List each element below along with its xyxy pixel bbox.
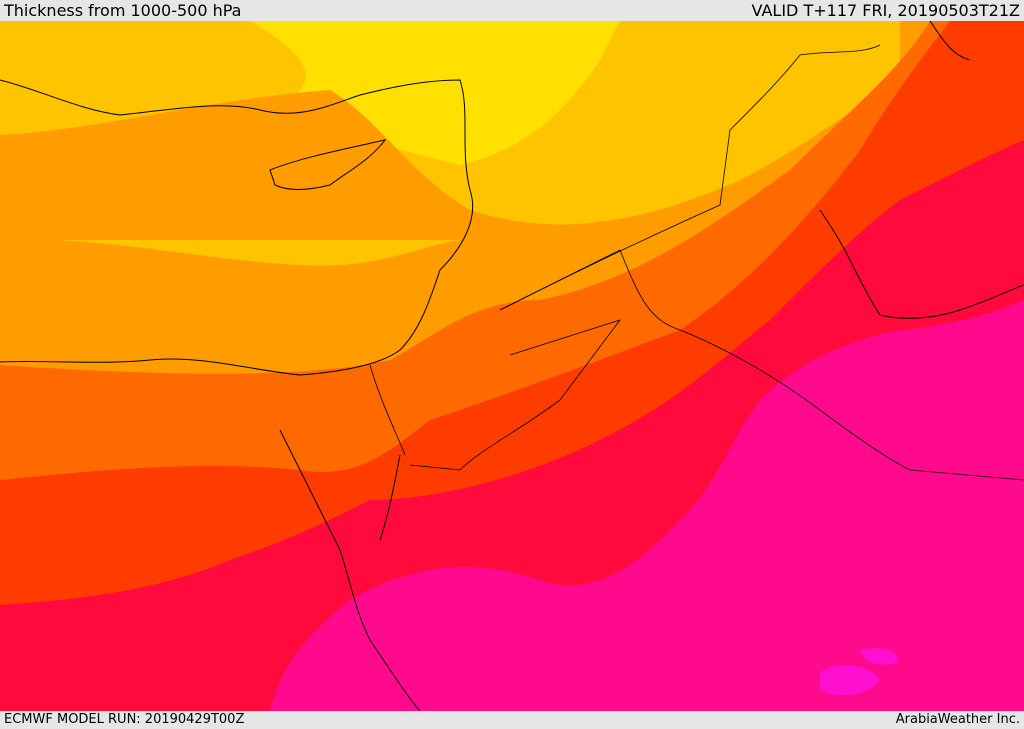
coastline-mediterranean bbox=[0, 79, 474, 376]
coastlines bbox=[0, 21, 1024, 711]
borders bbox=[369, 44, 1024, 481]
coastline-persian-gulf bbox=[819, 209, 1024, 319]
model-run: ECMWF MODEL RUN: 20190429T00Z bbox=[4, 712, 245, 727]
border-syria-iraq bbox=[499, 44, 881, 311]
border-jordan-saudi bbox=[409, 319, 622, 471]
header-bar: Thickness from 1000-500 hPa VALID T+117 … bbox=[0, 0, 1024, 21]
coastline-red-sea bbox=[279, 429, 421, 711]
footer-bar: ECMWF MODEL RUN: 20190429T00Z ArabiaWeat… bbox=[0, 711, 1024, 729]
thickness-map bbox=[0, 21, 1024, 711]
coastline-cyprus bbox=[269, 139, 387, 190]
credit-text: ArabiaWeather Inc. bbox=[895, 712, 1020, 727]
coastline-caspian bbox=[929, 21, 971, 61]
map-title: Thickness from 1000-500 hPa bbox=[4, 1, 242, 20]
border-egypt-sinai bbox=[369, 364, 406, 456]
band-level-7 bbox=[270, 300, 1024, 711]
border-saudi-iraq bbox=[499, 249, 1024, 481]
valid-time: VALID T+117 FRI, 20190503T21Z bbox=[751, 1, 1020, 20]
band-level-8 bbox=[820, 648, 899, 696]
